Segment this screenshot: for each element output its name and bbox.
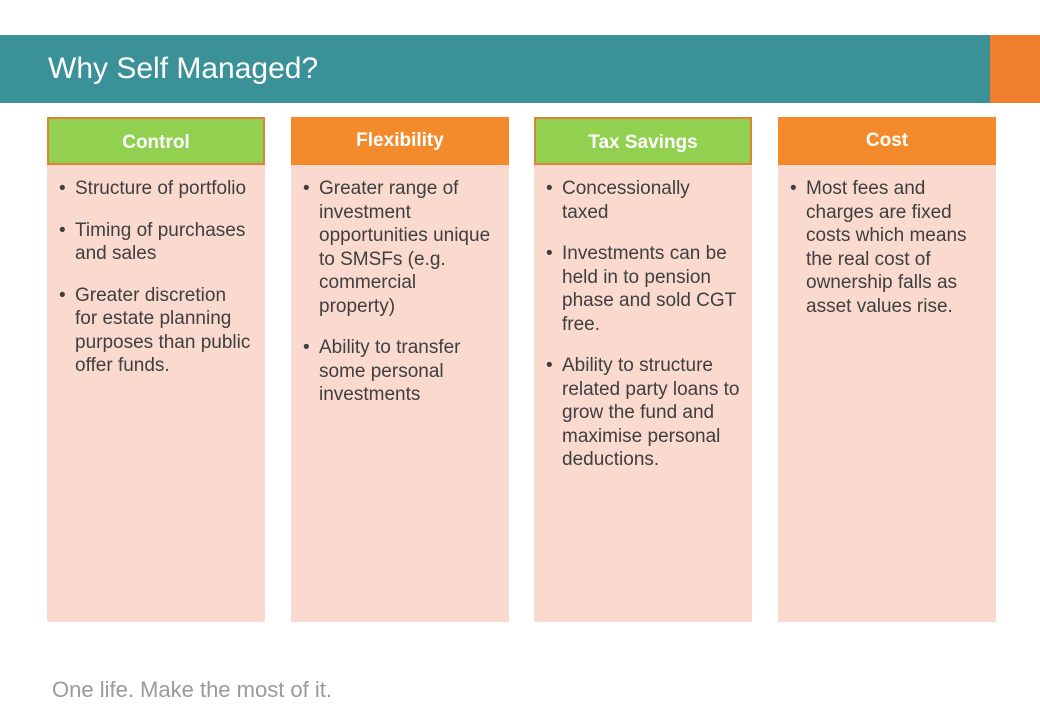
column-control: Control Structure of portfolio Timing of… bbox=[47, 117, 265, 622]
list-item: Greater discretion for estate planning p… bbox=[59, 284, 253, 378]
slide-title: Why Self Managed? bbox=[48, 52, 319, 85]
list-item: Most fees and charges are fixed costs wh… bbox=[790, 177, 984, 318]
column-heading: Flexibility bbox=[291, 117, 509, 165]
tagline: One life. Make the most of it. bbox=[52, 677, 333, 702]
list-item: Timing of purchases and sales bbox=[59, 219, 253, 266]
column-heading: Cost bbox=[778, 117, 996, 165]
title-accent-block bbox=[990, 35, 1040, 103]
column-heading: Tax Savings bbox=[534, 117, 752, 165]
list-item: Investments can be held in to pension ph… bbox=[546, 242, 740, 336]
list-item: Greater range of investment opportunitie… bbox=[303, 177, 497, 318]
title-bar bbox=[0, 35, 990, 103]
list-item: Ability to transfer some personal invest… bbox=[303, 336, 497, 407]
column-body: Most fees and charges are fixed costs wh… bbox=[778, 177, 996, 336]
list-item: Ability to structure related party loans… bbox=[546, 354, 740, 472]
column-heading: Control bbox=[47, 117, 265, 165]
column-tax-savings: Tax Savings Concessionally taxed Investm… bbox=[534, 117, 752, 622]
column-flexibility: Flexibility Greater range of investment … bbox=[291, 117, 509, 622]
list-item: Structure of portfolio bbox=[59, 177, 253, 201]
column-cost: Cost Most fees and charges are fixed cos… bbox=[778, 117, 996, 622]
list-item: Concessionally taxed bbox=[546, 177, 740, 224]
column-body: Greater range of investment opportunitie… bbox=[291, 177, 509, 425]
column-body: Structure of portfolio Timing of purchas… bbox=[47, 177, 265, 396]
column-body: Concessionally taxed Investments can be … bbox=[534, 177, 752, 490]
